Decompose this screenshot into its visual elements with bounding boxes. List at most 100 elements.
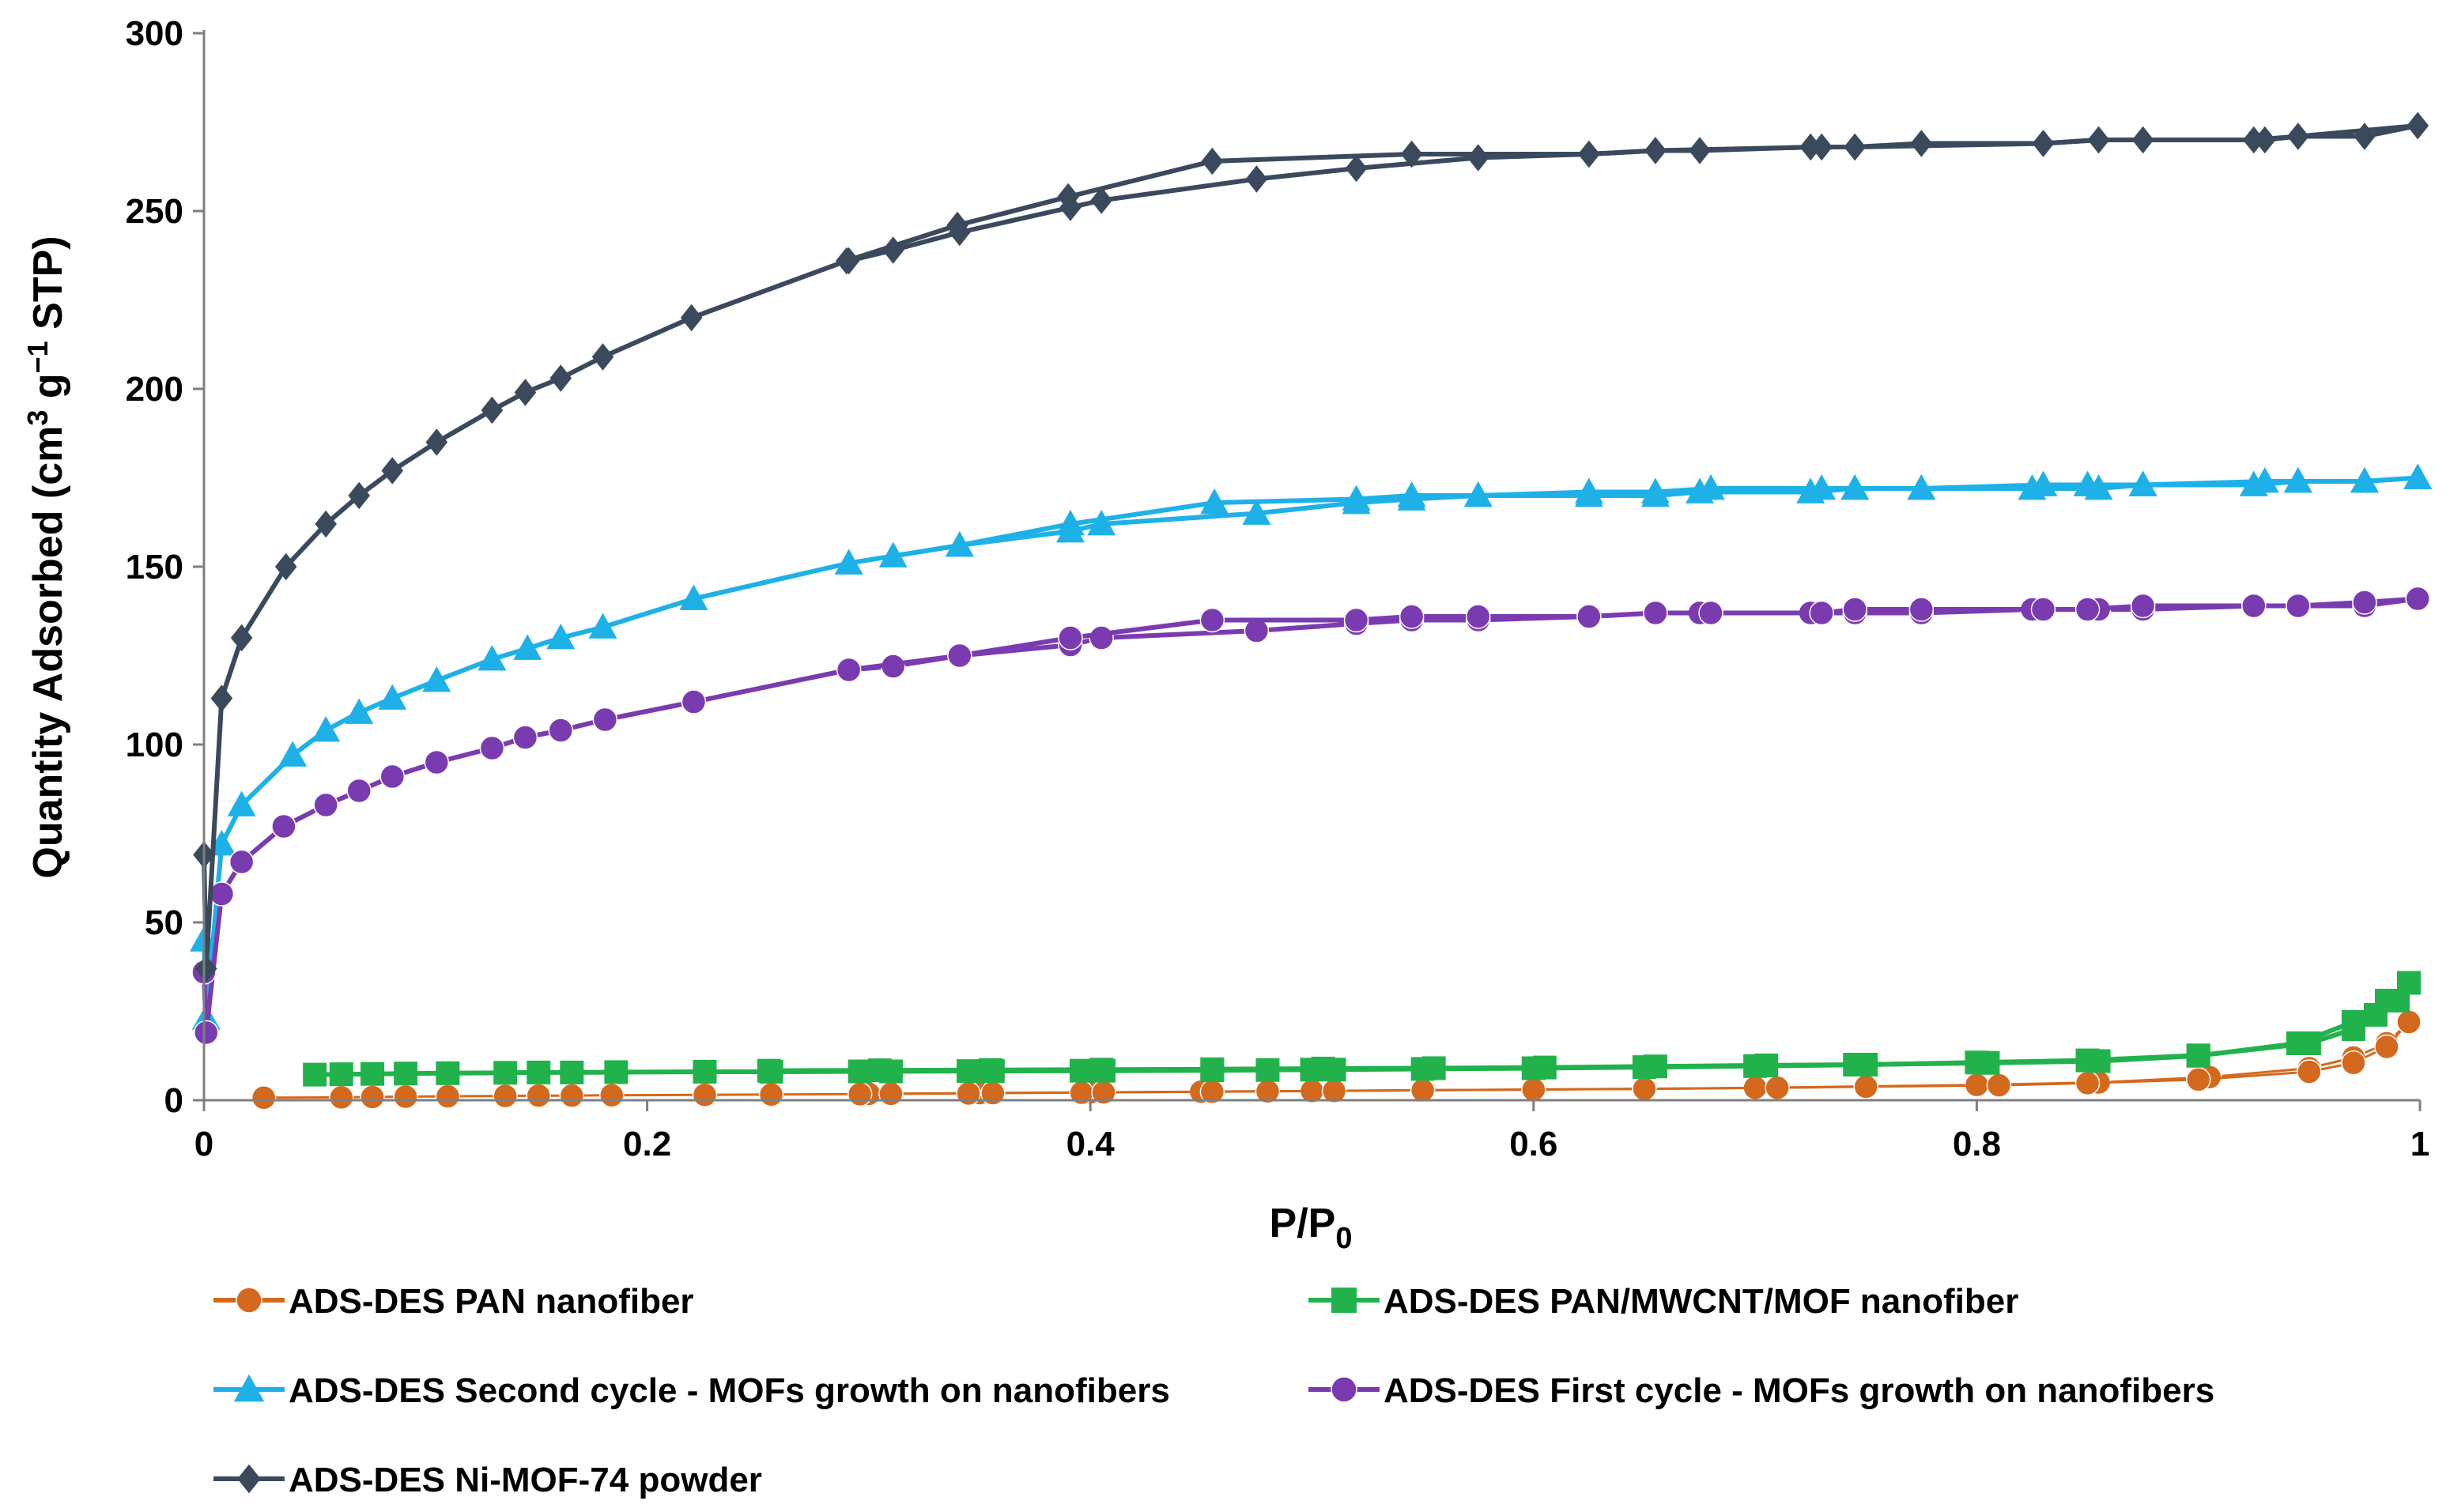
- series-2-adsorption-point-19: [1255, 1058, 1280, 1082]
- series-4-adsorption-point-29: [2074, 597, 2101, 622]
- series-3-adsorption-point-16: [945, 531, 974, 557]
- x-tick-label: 0: [194, 1125, 213, 1163]
- y-axis-title: Quantity Adsorbed (cm3 g−1 STP): [21, 236, 71, 878]
- series-5-desorption-point-17: [1090, 187, 1113, 214]
- series-3-adsorption-point-32: [2283, 467, 2312, 493]
- legend: ADS-DES PAN nanofiber ADS-DES PAN/MWCNT/M…: [213, 1282, 2214, 1499]
- y-axis-title-sup1: 3: [21, 410, 54, 426]
- series-5-adsorption-point-21: [1644, 137, 1667, 164]
- series-3-adsorption-point-31: [2250, 467, 2279, 493]
- series-3-adsorption-point-10: [478, 645, 507, 671]
- series-1-adsorption-point-14: [956, 1080, 981, 1107]
- series-3-adsorption-point-24: [1697, 474, 1726, 500]
- series-3-adsorption-point-25: [1807, 474, 1837, 500]
- series-1-adsorption-point-6: [493, 1083, 518, 1109]
- series-3-adsorption-point-18: [1200, 488, 1229, 515]
- series-4-adsorption-point-16: [947, 643, 972, 669]
- series-3-adsorption-point-34: [2403, 463, 2433, 489]
- series-4-adsorption-point-23: [1643, 600, 1668, 626]
- series-2-adsorption-point-23: [1521, 1056, 1546, 1080]
- y-axis-title-prefix: Quantity Adsorbed (cm: [25, 426, 71, 879]
- series-2-adsorption-point-8: [560, 1060, 584, 1084]
- series-2-adsorption-point-20: [1300, 1058, 1324, 1082]
- legend-label: ADS-DES Second cycle - MOFs growth on na…: [289, 1371, 1170, 1410]
- y-tick-label: 0: [164, 1081, 183, 1120]
- series-4-adsorption-point-24: [1698, 600, 1723, 626]
- series-1-adsorption-point-1: [251, 1085, 277, 1110]
- series-4-desorption-point-18: [1089, 625, 1114, 650]
- x-tick-label: 0.8: [1953, 1125, 2001, 1163]
- series-5-desorption-point-16: [1245, 165, 1268, 193]
- series-2-adsorption-point-7: [527, 1060, 551, 1084]
- series-2-adsorption-point-4: [394, 1061, 418, 1086]
- series-5-adsorption-point-2: [195, 955, 217, 982]
- series-1-adsorption-point-3: [360, 1084, 385, 1110]
- series-4-adsorption-point-9: [424, 749, 450, 775]
- series-5-adsorption-point-15: [836, 247, 858, 275]
- series-3-adsorption-point-11: [513, 634, 542, 660]
- series-1-adsorption-point-13: [878, 1081, 904, 1107]
- series-4-adsorption-point-21: [1465, 604, 1491, 629]
- series-5-adsorption-point-16: [946, 211, 968, 239]
- series-4-adsorption-line: [202, 596, 2418, 1035]
- series-1-adsorption-point-22: [1521, 1076, 1546, 1103]
- series-1-adsorption-point-4: [393, 1084, 418, 1110]
- series-3-adsorption-point-33: [2350, 467, 2379, 493]
- series-2-adsorption-point-1: [303, 1062, 327, 1087]
- series-2-adsorption-point-21: [1322, 1058, 1346, 1082]
- series-1-adsorption-point-28: [2185, 1067, 2211, 1092]
- legend-label: ADS-DES First cycle - MOFs growth on nan…: [1384, 1371, 2214, 1410]
- series-4-adsorption-point-4: [228, 849, 255, 875]
- series-2: [303, 971, 2421, 1087]
- series-5-desorption-point-15: [1345, 154, 1368, 183]
- series-4-adsorption-point-22: [1576, 604, 1602, 629]
- series-4-adsorption-point-10: [479, 735, 505, 761]
- series-2-adsorption-point-28: [2075, 1048, 2100, 1073]
- series-5-adsorption-point-10: [481, 396, 504, 424]
- y-tick-label: 200: [126, 370, 183, 409]
- series-4-adsorption-point-25: [1809, 600, 1834, 626]
- series-2-adsorption-point-11: [759, 1060, 783, 1084]
- series-1-adsorption-point-9: [599, 1082, 625, 1108]
- series-2-adsorption-point-30: [2297, 1031, 2321, 1055]
- series-5-adsorption-point-22: [1810, 133, 1833, 161]
- series-2-adsorption-point-29: [2186, 1043, 2210, 1068]
- series-2-adsorption-point-18: [1200, 1058, 1225, 1083]
- series-2-adsorption-point-32: [2363, 1003, 2388, 1027]
- series-5-desorption-point-14: [1467, 144, 1489, 172]
- series-1-adsorption-point-32: [2396, 1009, 2422, 1035]
- series-5-adsorption-point-14: [680, 304, 703, 332]
- series-1-adsorption-point-31: [2374, 1034, 2399, 1060]
- series-3-desorption-point-18: [1087, 510, 1116, 536]
- series-3-adsorption-point-19: [1342, 485, 1371, 511]
- series-5-adsorption-point-8: [381, 457, 404, 485]
- series-2-adsorption-point-6: [493, 1061, 518, 1085]
- series-4-adsorption-point-19: [1343, 607, 1369, 633]
- series-2-adsorption-point-5: [436, 1061, 460, 1085]
- series-3-adsorption-point-6: [311, 716, 341, 742]
- x-tick-label: 1: [2410, 1125, 2429, 1163]
- series-4-adsorption-point-18: [1199, 607, 1225, 633]
- series-3-adsorption-point-22: [1574, 477, 1603, 503]
- y-axis-title-sup2: −1: [21, 341, 54, 373]
- series-4-adsorption-point-34: [2405, 586, 2430, 612]
- y-axis-title-suffix: STP): [25, 236, 71, 341]
- series-3-adsorption-point-21: [1463, 481, 1493, 507]
- series-5-adsorption-point-17: [1057, 183, 1079, 211]
- series-1-adsorption-point-10: [692, 1082, 718, 1107]
- series-3-adsorption-point-8: [378, 684, 407, 710]
- series-4-adsorption-point-12: [548, 718, 574, 743]
- legend-item-4: ADS-DES First cycle - MOFs growth on nan…: [1308, 1371, 2214, 1410]
- legend-marker: [233, 1374, 265, 1402]
- series-4-adsorption-point-13: [592, 707, 618, 733]
- series-5-adsorption-point-9: [425, 428, 448, 456]
- x-axis-title: P/P0: [1270, 1201, 1353, 1255]
- series-3-adsorption-line: [202, 475, 2418, 1021]
- series-3-adsorption-point-5: [278, 741, 308, 767]
- series-2-adsorption-point-10: [693, 1060, 717, 1084]
- series-5-adsorption-point-26: [2253, 126, 2276, 154]
- series-3-adsorption-point-7: [345, 698, 374, 724]
- y-tick-label: 100: [126, 726, 183, 764]
- series-4-adsorption-point-27: [1908, 597, 1935, 622]
